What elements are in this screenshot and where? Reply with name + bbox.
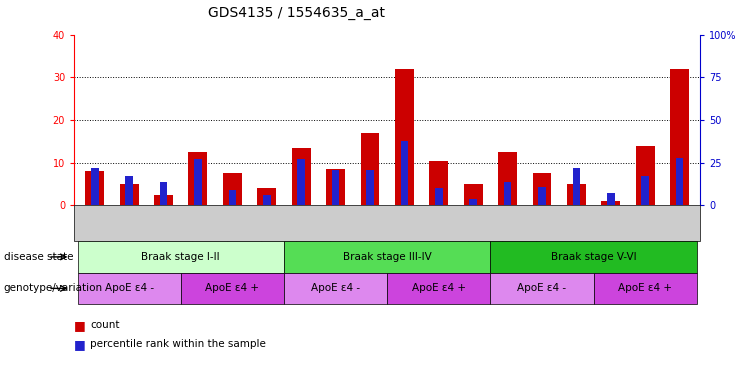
Text: disease state: disease state [4,252,73,262]
Bar [429,161,448,205]
Text: Braak stage III-IV: Braak stage III-IV [343,252,431,262]
Bar [607,194,614,205]
Text: ApoE ε4 +: ApoE ε4 + [205,283,259,293]
Text: Braak stage I-II: Braak stage I-II [142,252,220,262]
Bar [366,170,373,205]
Bar [223,174,242,205]
Bar [85,171,104,205]
Bar [642,176,649,205]
Text: ApoE ε4 +: ApoE ε4 + [618,283,672,293]
Bar [292,148,310,205]
Text: GDS4135 / 1554635_a_at: GDS4135 / 1554635_a_at [208,6,385,20]
Bar [228,190,236,205]
Text: ApoE ε4 -: ApoE ε4 - [517,283,567,293]
Bar [504,182,511,205]
Bar [263,195,270,205]
Bar [395,69,413,205]
Bar [401,141,408,205]
Bar [91,168,99,205]
Text: genotype/variation: genotype/variation [4,283,103,293]
Bar [257,189,276,205]
Bar [435,189,442,205]
Bar [194,159,202,205]
Bar [120,184,139,205]
Bar [464,184,482,205]
Text: ■: ■ [74,319,86,332]
Bar [533,174,551,205]
Bar [469,199,477,205]
Bar [188,152,207,205]
Bar [498,152,517,205]
Bar [297,159,305,205]
Bar [332,170,339,205]
Bar [361,133,379,205]
Bar [676,157,683,205]
Bar [670,69,689,205]
Bar [602,201,620,205]
Text: Braak stage V-VI: Braak stage V-VI [551,252,637,262]
Bar [326,169,345,205]
Bar [160,182,167,205]
Bar [125,176,133,205]
Bar [538,187,546,205]
Bar [573,168,580,205]
Text: count: count [90,320,120,330]
Bar [567,184,586,205]
Text: ApoE ε4 +: ApoE ε4 + [412,283,466,293]
Bar [636,146,654,205]
Text: ApoE ε4 -: ApoE ε4 - [311,283,360,293]
Text: ApoE ε4 -: ApoE ε4 - [104,283,153,293]
Text: ■: ■ [74,338,86,351]
Text: percentile rank within the sample: percentile rank within the sample [90,339,266,349]
Bar [154,195,173,205]
